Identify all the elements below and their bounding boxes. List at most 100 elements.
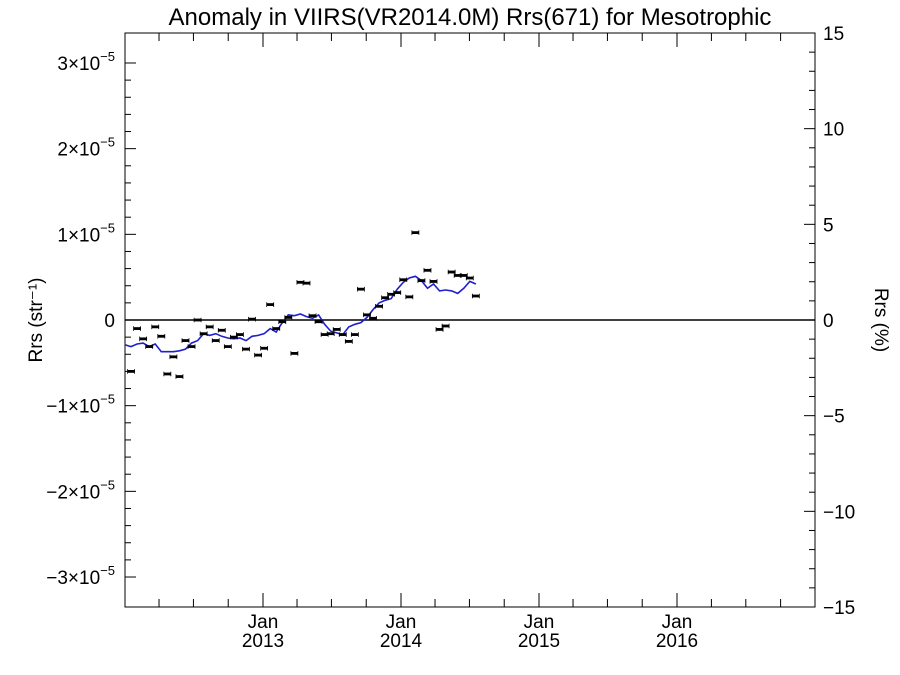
x-tick-label-year: 2016 <box>656 631 698 652</box>
data-point <box>332 327 341 332</box>
data-point <box>314 319 323 325</box>
data-point-marker <box>133 327 141 330</box>
data-point <box>350 332 359 337</box>
data-point-marker <box>218 328 226 332</box>
left-tick-label: 1×10−5 <box>57 220 115 246</box>
left-tick-label: −2×10−5 <box>46 477 115 503</box>
data-point-marker <box>206 325 214 329</box>
data-point-marker <box>436 328 444 331</box>
data-point <box>187 344 196 349</box>
data-point-marker <box>139 337 147 341</box>
data-point-marker <box>454 274 462 277</box>
data-point <box>248 316 256 322</box>
left-tick-label: −3×10−5 <box>46 563 115 589</box>
data-point <box>181 338 190 343</box>
data-point <box>217 327 226 333</box>
data-point <box>211 338 220 343</box>
data-point <box>133 326 141 331</box>
data-point <box>357 286 365 292</box>
data-point <box>441 323 450 329</box>
data-point-marker <box>145 345 153 348</box>
data-point <box>254 352 262 358</box>
left-tick-label: −1×10−5 <box>46 392 115 418</box>
right-axis: 15 10 5 0 −5 −10 −15 <box>804 24 855 619</box>
chart-title: Anomaly in VIIRS(VR2014.0M) Rrs(671) for… <box>169 4 772 31</box>
data-point <box>175 374 184 379</box>
data-point-marker <box>430 280 438 283</box>
left-tick-label: 0 <box>104 311 115 332</box>
data-point-marker <box>387 292 395 296</box>
data-point <box>338 332 347 337</box>
x-tick-label-month: Jan <box>248 612 279 633</box>
data-point-marker <box>163 372 171 376</box>
data-point <box>284 315 293 320</box>
data-point-marker <box>175 375 183 378</box>
data-point <box>381 295 390 301</box>
data-point-marker <box>296 280 304 284</box>
data-point <box>127 369 135 374</box>
data-point-marker <box>236 333 244 336</box>
data-point <box>375 303 383 309</box>
data-point-marker <box>302 281 310 285</box>
data-point <box>223 344 232 349</box>
data-point-marker <box>315 320 323 324</box>
data-point-marker <box>321 333 329 336</box>
data-point-marker <box>411 231 419 235</box>
left-tick-label: 3×10−5 <box>57 49 115 75</box>
data-point-marker <box>363 313 371 317</box>
data-point <box>411 230 420 235</box>
data-point <box>199 331 208 337</box>
data-point-marker <box>290 352 298 355</box>
data-point-marker <box>345 340 353 343</box>
data-point-marker <box>460 274 468 277</box>
data-point-marker <box>230 335 238 339</box>
data-point-marker <box>254 353 262 357</box>
data-point <box>290 351 299 356</box>
right-tick-label: 0 <box>823 311 834 332</box>
data-point-marker <box>405 295 413 299</box>
left-axis: 3×10−5 2×10−5 1×10−5 0 −1×10−5 −2×10−5 −3×10−5 <box>46 49 136 589</box>
data-point-marker <box>442 324 450 328</box>
data-point <box>465 275 474 281</box>
data-point <box>435 327 444 332</box>
data-point-marker <box>151 325 159 329</box>
data-point <box>266 302 275 307</box>
data-point-marker <box>212 339 220 342</box>
data-point <box>369 315 377 321</box>
data-point-marker <box>339 333 347 336</box>
data-point <box>363 312 371 318</box>
data-point-marker <box>309 314 317 318</box>
data-point-marker <box>448 270 456 274</box>
data-point-marker <box>466 276 474 280</box>
data-point-marker <box>327 332 335 336</box>
data-point <box>471 293 480 299</box>
data-point <box>236 332 244 337</box>
data-point <box>326 331 335 337</box>
data-points <box>127 230 480 379</box>
right-tick-label: −5 <box>823 407 845 428</box>
data-point-marker <box>188 345 196 348</box>
data-point <box>139 336 148 342</box>
data-point <box>302 280 311 286</box>
right-tick-label: −10 <box>823 502 855 523</box>
data-point-marker <box>242 347 250 351</box>
data-point-marker <box>369 316 377 320</box>
data-point-marker <box>284 316 292 319</box>
data-point-marker <box>278 320 286 324</box>
x-tick-label-year: 2014 <box>380 631 423 652</box>
data-point <box>278 319 287 325</box>
data-point <box>429 279 438 284</box>
data-point <box>272 326 281 331</box>
series-line <box>124 275 477 353</box>
data-point-marker <box>393 291 401 294</box>
right-tick-label: 10 <box>823 120 844 141</box>
x-tick-label-month: Jan <box>662 612 693 633</box>
data-point-marker <box>399 278 407 282</box>
right-tick-label: 5 <box>823 215 834 236</box>
data-point <box>393 290 402 295</box>
data-point <box>417 278 426 283</box>
data-point <box>405 294 414 300</box>
data-point-marker <box>157 334 165 338</box>
right-tick-label: −15 <box>823 598 855 619</box>
